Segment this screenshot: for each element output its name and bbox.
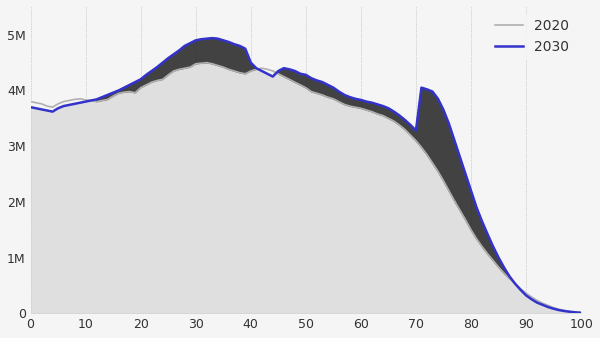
2030 [65, 103, 73, 107]
Line: 2020: 2020 [31, 63, 581, 313]
2020 [203, 61, 211, 65]
2030 [578, 311, 585, 315]
2020 [286, 77, 293, 81]
Line: 2030: 2030 [31, 38, 581, 313]
2020 [418, 145, 425, 149]
2030 [27, 105, 34, 109]
2020 [65, 98, 73, 102]
2020 [445, 189, 452, 193]
2020 [27, 100, 34, 104]
2030 [286, 67, 293, 71]
2030 [164, 56, 172, 60]
2030 [209, 36, 216, 40]
2020 [164, 73, 172, 77]
2030 [363, 100, 370, 104]
2030 [418, 86, 425, 90]
2030 [445, 122, 452, 126]
2020 [578, 311, 585, 315]
2020 [363, 108, 370, 112]
Legend: 2020, 2030: 2020, 2030 [489, 14, 574, 60]
